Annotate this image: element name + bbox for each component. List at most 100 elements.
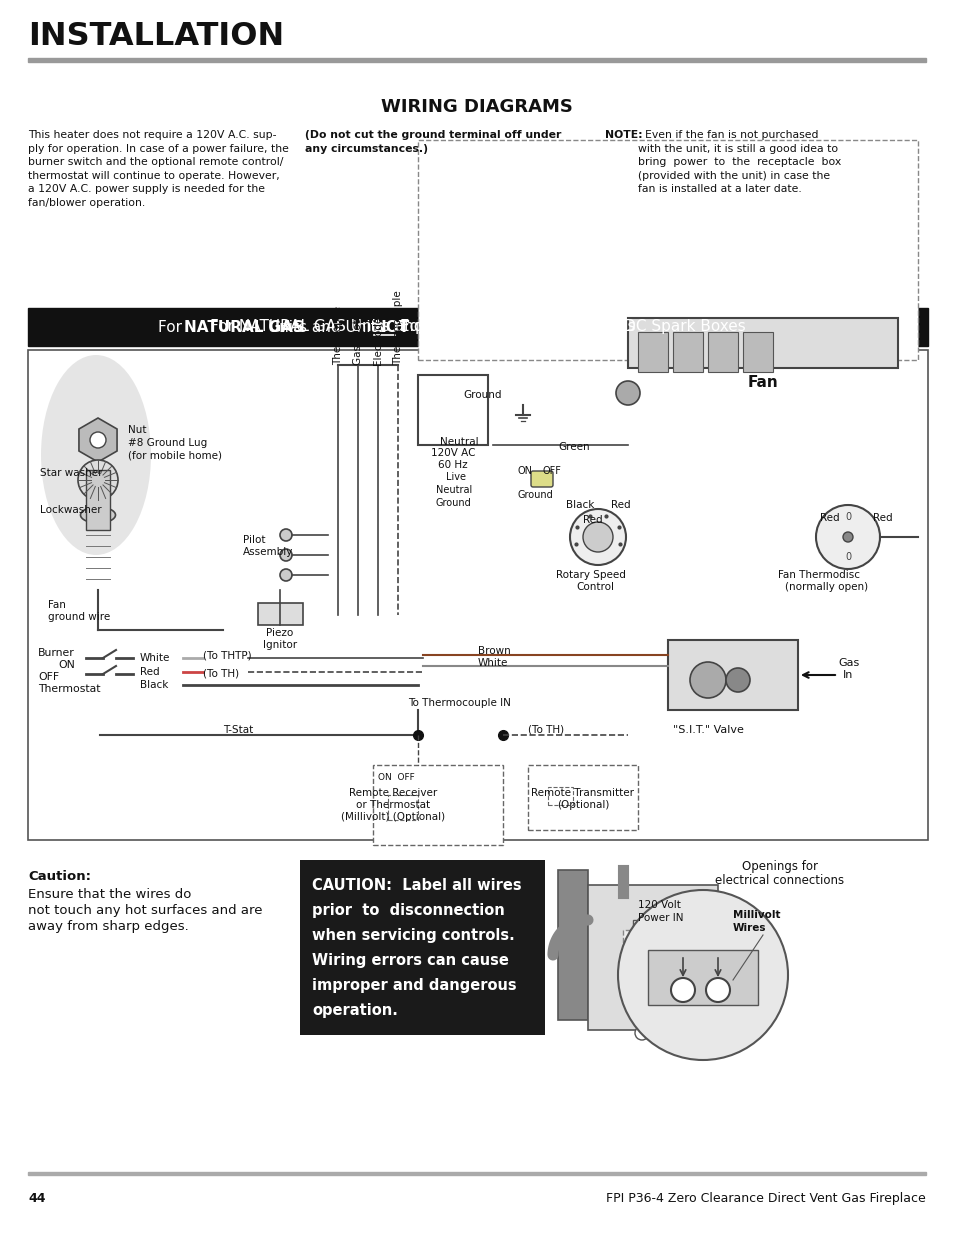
Bar: [299, 860, 544, 1035]
Bar: [373, 764, 502, 845]
Text: Thermocouple: Thermocouple: [393, 290, 402, 366]
Text: prior  to  disconnection: prior to disconnection: [312, 903, 504, 918]
Bar: [587, 885, 718, 1030]
Text: Ensure that the wires do: Ensure that the wires do: [28, 888, 192, 902]
Text: White: White: [140, 653, 171, 663]
Text: Brown: Brown: [477, 646, 510, 656]
Text: Ignitor: Ignitor: [263, 640, 296, 650]
Text: Red: Red: [582, 515, 602, 525]
Bar: [28, 58, 925, 62]
Bar: [633, 920, 650, 930]
Text: OFF: OFF: [542, 466, 561, 475]
Bar: [388, 795, 417, 820]
Text: Red: Red: [820, 513, 839, 522]
Text: Piezo: Piezo: [266, 629, 294, 638]
Bar: [417, 140, 917, 359]
Circle shape: [78, 459, 118, 500]
Text: Control: Control: [576, 582, 614, 592]
Text: Millivolt: Millivolt: [732, 910, 780, 920]
Text: ON: ON: [517, 466, 533, 475]
Bar: [633, 1005, 650, 1015]
Text: 44: 44: [28, 1192, 46, 1205]
Bar: [558, 869, 587, 1020]
Text: To Thermocouple IN: To Thermocouple IN: [408, 698, 511, 708]
Bar: [28, 350, 927, 840]
Text: Fan: Fan: [747, 375, 778, 390]
Text: FPI P36-4 Zero Clearance Direct Vent Gas Fireplace: FPI P36-4 Zero Clearance Direct Vent Gas…: [605, 1192, 925, 1205]
Text: INSTALLATION: INSTALLATION: [28, 21, 284, 52]
Bar: [28, 1172, 925, 1174]
Text: 120V AC: 120V AC: [431, 448, 475, 458]
Text: Live: Live: [446, 472, 465, 482]
Text: Rotary Speed: Rotary Speed: [556, 571, 625, 580]
Text: WIRING DIAGRAMS: WIRING DIAGRAMS: [380, 98, 573, 116]
Bar: [667, 640, 797, 710]
Bar: [622, 930, 650, 955]
Circle shape: [582, 522, 613, 552]
Text: For NATURAL GAS Units and Units NOT Equipped with DC Spark Boxes: For NATURAL GAS Units and Units NOT Equi…: [210, 320, 745, 335]
Circle shape: [91, 473, 105, 487]
Circle shape: [705, 978, 729, 1002]
Text: 60 Hz: 60 Hz: [437, 459, 467, 471]
Ellipse shape: [41, 354, 151, 555]
Text: not touch any hot surfaces and are: not touch any hot surfaces and are: [28, 904, 262, 918]
Text: Gas Pilot: Gas Pilot: [353, 320, 363, 366]
Circle shape: [725, 668, 749, 692]
Text: Units and Units: Units and Units: [263, 320, 389, 335]
Text: Equipped with DC Spark Boxes: Equipped with DC Spark Boxes: [395, 320, 636, 335]
Text: Neutral: Neutral: [436, 485, 472, 495]
Text: Green: Green: [558, 442, 589, 452]
Text: or Thermostat: or Thermostat: [355, 800, 430, 810]
Text: operation.: operation.: [312, 1003, 397, 1018]
Text: Caution:: Caution:: [28, 869, 91, 883]
Text: ground wire: ground wire: [48, 613, 111, 622]
Text: when servicing controls.: when servicing controls.: [312, 927, 515, 944]
Text: For: For: [158, 320, 187, 335]
Text: Lockwasher: Lockwasher: [40, 505, 102, 515]
Circle shape: [815, 505, 879, 569]
Text: away from sharp edges.: away from sharp edges.: [28, 920, 189, 932]
Text: Remote Receiver: Remote Receiver: [349, 788, 436, 798]
Text: Pilot: Pilot: [243, 535, 265, 545]
Text: #8 Ground Lug: #8 Ground Lug: [128, 438, 207, 448]
Circle shape: [670, 978, 695, 1002]
Bar: [547, 787, 573, 805]
Text: Thermopile: Thermopile: [333, 306, 343, 366]
Text: "S.I.T." Valve: "S.I.T." Valve: [672, 725, 742, 735]
Circle shape: [90, 432, 106, 448]
Text: Burner: Burner: [38, 648, 74, 658]
Text: 120 Volt: 120 Volt: [638, 900, 680, 910]
Circle shape: [689, 662, 725, 698]
Text: (Millivolt) (Optional): (Millivolt) (Optional): [340, 811, 445, 823]
Text: (To TH): (To TH): [203, 668, 239, 678]
Text: (Do not cut the ground terminal off under
any circumstances.): (Do not cut the ground terminal off unde…: [305, 130, 560, 153]
Circle shape: [635, 1026, 648, 1040]
Circle shape: [280, 529, 292, 541]
Text: Fan Thermodisc: Fan Thermodisc: [778, 571, 859, 580]
Text: Fan: Fan: [48, 600, 66, 610]
Text: improper and dangerous: improper and dangerous: [312, 978, 517, 993]
Circle shape: [280, 569, 292, 580]
Text: Openings for: Openings for: [741, 860, 817, 873]
Text: CAUTION:  Label all wires: CAUTION: Label all wires: [312, 878, 521, 893]
Text: 0: 0: [844, 513, 850, 522]
Circle shape: [616, 382, 639, 405]
Text: Wiring errors can cause: Wiring errors can cause: [312, 953, 508, 968]
Text: Red: Red: [872, 513, 892, 522]
Text: Nut: Nut: [128, 425, 147, 435]
Text: White: White: [477, 658, 508, 668]
Text: Red: Red: [610, 500, 630, 510]
Text: (To TH): (To TH): [527, 725, 563, 735]
Circle shape: [618, 890, 787, 1060]
Text: Assembly: Assembly: [243, 547, 294, 557]
Text: (Optional): (Optional): [557, 800, 609, 810]
Circle shape: [280, 550, 292, 561]
Text: Remote Transmitter: Remote Transmitter: [531, 788, 634, 798]
Circle shape: [842, 532, 852, 542]
Bar: [627, 317, 897, 368]
Text: Ground: Ground: [517, 490, 553, 500]
Ellipse shape: [80, 508, 115, 522]
Text: ON  OFF: ON OFF: [377, 773, 415, 782]
Bar: [672, 332, 702, 372]
Text: Neutral: Neutral: [439, 437, 478, 447]
